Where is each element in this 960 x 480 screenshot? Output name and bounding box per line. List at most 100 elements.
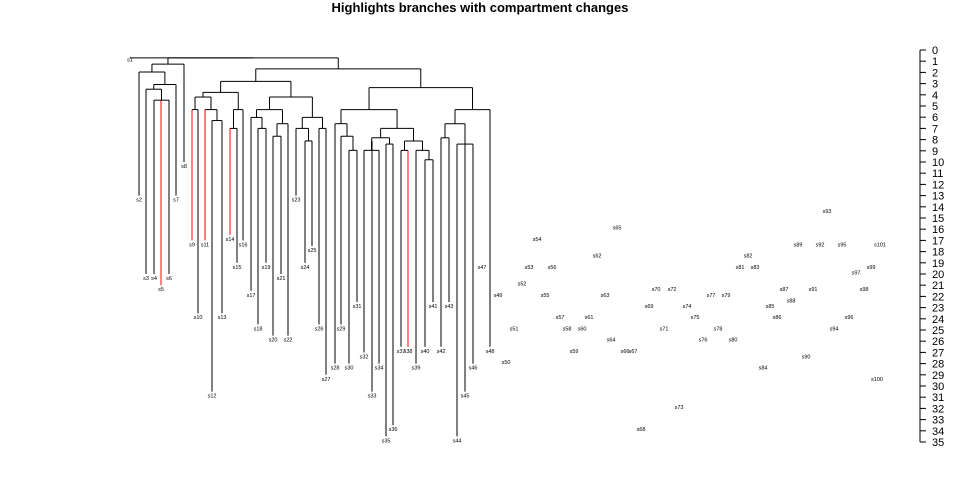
tip-label-s10: s10 (194, 315, 203, 321)
tip-label-s88: s88 (787, 298, 796, 304)
tip-label-s40: s40 (421, 349, 430, 355)
tip-label-s38: s38 (404, 349, 413, 355)
tip-label-s27: s27 (322, 377, 331, 383)
tip-label-s98: s98 (860, 287, 869, 293)
y-tick-label-28: 28 (932, 359, 944, 371)
tip-label-s5: s5 (158, 287, 164, 293)
tip-label-s89: s89 (794, 242, 803, 248)
tip-label-s15: s15 (233, 265, 242, 271)
tip-label-s77: s77 (707, 293, 716, 299)
tip-label-s36: s36 (389, 427, 398, 433)
tip-label-s101: s101 (874, 242, 886, 248)
tip-label-s37: s37 (397, 349, 406, 355)
y-tick-label-24: 24 (932, 314, 944, 326)
tip-label-s42: s42 (437, 349, 446, 355)
y-tick-label-26: 26 (932, 336, 944, 348)
tip-label-s13: s13 (218, 315, 227, 321)
tip-label-s33: s33 (368, 394, 377, 400)
tip-label-s12: s12 (208, 394, 217, 400)
tip-label-s65: s65 (613, 226, 622, 232)
tip-label-s6: s6 (166, 276, 172, 282)
tip-label-s23: s23 (292, 198, 301, 204)
tip-label-s96: s96 (845, 315, 854, 321)
tip-label-s45: s45 (461, 394, 470, 400)
tip-label-s16: s16 (239, 242, 248, 248)
tip-label-s1: s1 (127, 58, 133, 64)
tip-label-s85: s85 (766, 304, 775, 310)
tip-label-s86: s86 (773, 315, 782, 321)
tip-label-s47: s47 (478, 265, 487, 271)
tip-label-s84: s84 (759, 366, 768, 372)
tip-label-s61: s61 (585, 315, 594, 321)
tip-label-s87: s87 (780, 287, 789, 293)
tip-label-s95: s95 (838, 242, 847, 248)
tip-label-s60: s60 (578, 326, 587, 332)
tip-label-s73: s73 (675, 405, 684, 411)
tip-label-s2: s2 (136, 198, 142, 204)
tip-label-s28: s28 (331, 366, 340, 372)
y-tick-label-29: 29 (932, 370, 944, 382)
tip-label-s34: s34 (375, 366, 384, 372)
tip-label-s57: s57 (556, 315, 565, 321)
tip-label-s32: s32 (360, 354, 369, 360)
tip-label-s18: s18 (254, 326, 263, 332)
y-tick-label-12: 12 (932, 179, 944, 191)
tip-label-s55: s55 (541, 293, 550, 299)
y-tick-label-21: 21 (932, 280, 944, 292)
tip-label-s39: s39 (412, 366, 421, 372)
tip-label-s72: s72 (668, 287, 677, 293)
tip-label-s100: s100 (871, 377, 883, 383)
y-tick-label-11: 11 (932, 168, 943, 180)
tip-label-s63: s63 (601, 293, 610, 299)
y-tick-label-32: 32 (932, 403, 944, 415)
tip-label-s99: s99 (867, 265, 876, 271)
tip-label-s91: s91 (809, 287, 818, 293)
tip-label-s75: s75 (691, 315, 700, 321)
tip-label-s14: s14 (226, 237, 235, 243)
y-tick-label-10: 10 (932, 157, 944, 169)
y-tick-label-25: 25 (932, 325, 944, 337)
y-tick-label-2: 2 (932, 67, 938, 79)
y-tick-label-3: 3 (932, 79, 938, 91)
tip-label-s20: s20 (269, 338, 278, 344)
tip-label-s49: s49 (494, 293, 503, 299)
y-tick-label-5: 5 (932, 101, 938, 113)
tip-label-s66: s66 (621, 349, 630, 355)
y-tick-label-34: 34 (932, 426, 944, 438)
tip-label-s68: s68 (637, 427, 646, 433)
tip-label-s25: s25 (308, 248, 317, 254)
tip-label-s29: s29 (337, 326, 346, 332)
y-tick-label-33: 33 (932, 415, 944, 427)
tip-label-s59: s59 (570, 349, 579, 355)
tip-label-s17: s17 (247, 293, 256, 299)
tip-label-s97: s97 (852, 270, 861, 276)
tip-label-s22: s22 (284, 338, 293, 344)
y-tick-label-27: 27 (932, 347, 944, 359)
y-tick-label-23: 23 (932, 303, 944, 315)
tip-label-s7: s7 (173, 198, 179, 204)
tip-label-s79: s79 (722, 293, 731, 299)
tip-label-s92: s92 (816, 242, 825, 248)
tip-label-s82: s82 (744, 254, 753, 260)
tip-label-s58: s58 (563, 326, 572, 332)
y-tick-label-19: 19 (932, 258, 944, 270)
tip-label-s8: s8 (181, 164, 187, 170)
tip-label-s71: s71 (660, 326, 669, 332)
y-tick-label-14: 14 (932, 202, 944, 214)
tip-label-s78: s78 (714, 326, 723, 332)
tip-label-s56: s56 (548, 265, 557, 271)
y-tick-label-16: 16 (932, 224, 944, 236)
tip-label-s90: s90 (802, 354, 811, 360)
y-tick-label-20: 20 (932, 269, 944, 281)
tip-label-s30: s30 (345, 366, 354, 372)
y-tick-label-30: 30 (932, 381, 944, 393)
tip-label-s70: s70 (652, 287, 661, 293)
tip-label-s4: s4 (151, 276, 157, 282)
tip-label-s81: s81 (736, 265, 745, 271)
tip-label-s24: s24 (301, 265, 310, 271)
y-tick-label-7: 7 (932, 123, 938, 135)
tip-label-s62: s62 (593, 254, 602, 260)
y-tick-label-35: 35 (932, 437, 944, 449)
